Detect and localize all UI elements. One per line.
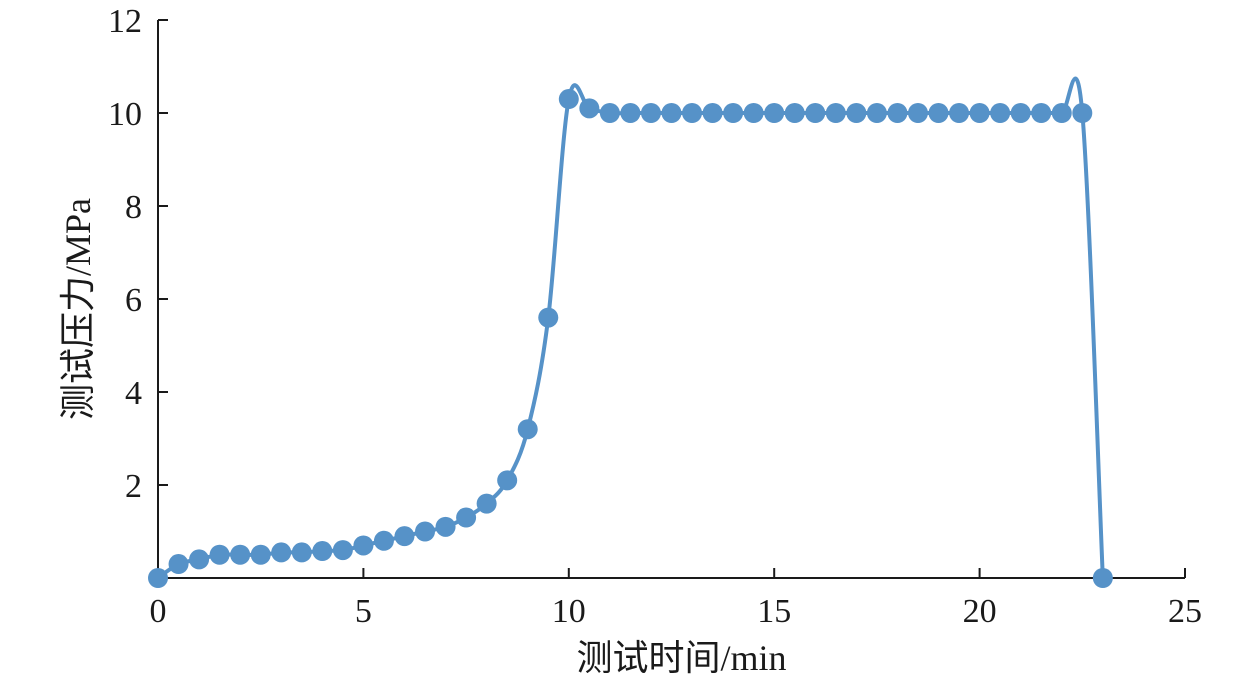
data-point [230, 544, 251, 565]
x-tick-label: 0 [150, 593, 167, 630]
x-tick-label: 25 [1168, 593, 1202, 630]
data-point [517, 419, 538, 440]
y-tick-label: 2 [125, 468, 142, 505]
data-point [825, 103, 846, 123]
data-point [1092, 568, 1113, 588]
data-point [189, 549, 210, 570]
data-point [1051, 103, 1072, 123]
data-point [1010, 103, 1031, 123]
series-line [156, 76, 1105, 580]
data-point [805, 103, 826, 123]
data-point [415, 521, 436, 542]
data-point [990, 103, 1011, 123]
data-point [476, 493, 497, 514]
data-point [949, 103, 970, 123]
axis-ticks: 0 5 10 15 20 25 2 4 6 8 10 12 [108, 3, 1202, 630]
data-point [538, 307, 559, 328]
x-tick-label: 10 [552, 593, 586, 630]
data-point [702, 103, 723, 123]
y-tick-label: 8 [125, 189, 142, 226]
data-point [661, 103, 682, 123]
data-point [209, 544, 230, 565]
data-point [907, 103, 928, 123]
data-point [148, 568, 168, 588]
data-point [846, 103, 867, 123]
data-point [620, 103, 641, 123]
data-point [168, 554, 189, 575]
x-tick-label: 15 [757, 593, 791, 630]
data-point [866, 103, 887, 123]
data-series [148, 76, 1113, 588]
y-tick-label: 10 [108, 96, 142, 133]
data-point [764, 103, 785, 123]
data-point [599, 103, 620, 123]
x-axis-title: 测试时间/min [576, 638, 786, 678]
y-tick-label: 6 [125, 282, 142, 319]
data-point [1031, 103, 1052, 123]
x-tick-label: 20 [963, 593, 997, 630]
data-point [271, 542, 292, 563]
data-point [435, 516, 456, 537]
data-point [887, 103, 908, 123]
y-axis-title: 测试压力/MPa [58, 198, 98, 420]
data-point [497, 470, 518, 491]
data-point [312, 541, 333, 562]
data-point [373, 530, 394, 551]
data-point [353, 535, 374, 556]
data-point [250, 544, 271, 565]
y-tick-label: 4 [125, 375, 142, 412]
data-point [743, 103, 764, 123]
data-point [291, 542, 312, 563]
x-tick-label: 5 [355, 593, 372, 630]
data-point [723, 103, 744, 123]
data-point [1072, 103, 1093, 123]
data-point [456, 507, 477, 528]
y-tick-label: 12 [108, 3, 142, 40]
data-point [332, 540, 353, 561]
data-point [969, 103, 990, 123]
data-point [579, 98, 600, 119]
data-point [784, 103, 805, 123]
data-point [558, 89, 579, 110]
data-point [928, 103, 949, 123]
data-point [640, 103, 661, 123]
data-point [394, 526, 415, 547]
data-point [682, 103, 703, 123]
